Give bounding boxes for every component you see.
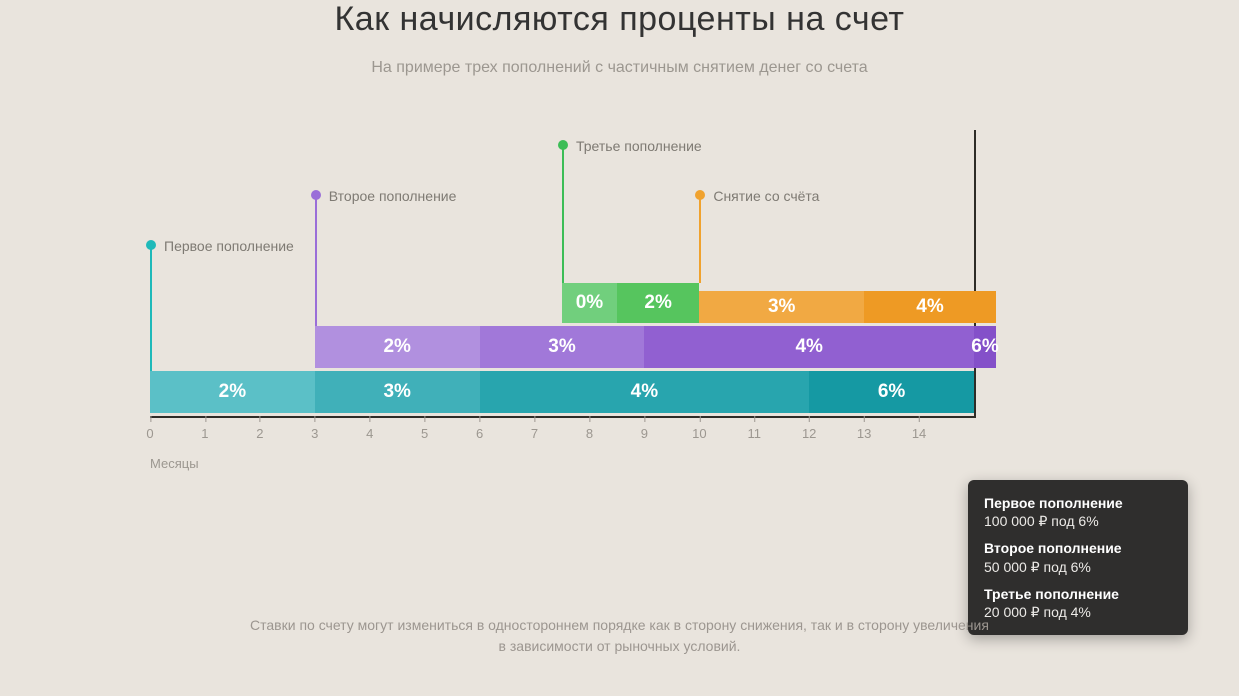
rate-segment: 3% (315, 371, 480, 413)
event-flag-label: Третье пополнение (576, 138, 702, 154)
event-flag-label: Первое пополнение (164, 238, 294, 254)
month-tick: 11 (748, 426, 762, 441)
tooltip-row-title: Первое пополнение (984, 494, 1170, 512)
page-subtitle: На примере трех пополнений с частичным с… (0, 59, 1239, 77)
tooltip-row-value: 50 000 ₽ под 6% (984, 558, 1170, 576)
month-tick: 1 (201, 426, 208, 441)
month-tick: 2 (256, 426, 263, 441)
chart-row-deposit-2: 2%3%4%6% (150, 326, 974, 368)
chart-axis-label: Месяцы (150, 456, 199, 471)
tooltip-row: Второе пополнение50 000 ₽ под 6% (984, 539, 1170, 575)
month-tick: 14 (912, 426, 926, 441)
tooltip-row-value: 100 000 ₽ под 6% (984, 512, 1170, 530)
month-tick: 6 (476, 426, 483, 441)
chart-row-withdraw: 3%4% (150, 283, 974, 323)
chart-tooltip: Первое пополнение100 000 ₽ под 6% Второе … (968, 480, 1188, 635)
month-tick: 13 (857, 426, 871, 441)
rate-segment: 4% (480, 371, 810, 413)
rate-segment: 3% (699, 291, 864, 323)
chart-baseline (150, 416, 976, 418)
tooltip-row-title: Второе пополнение (984, 539, 1170, 557)
flag-dot-icon (558, 140, 568, 150)
month-tick: 0 (146, 426, 153, 441)
flag-dot-icon (311, 190, 321, 200)
month-tick: 10 (692, 426, 706, 441)
chart-right-border (974, 130, 976, 418)
interest-chart: 01234567891011121314 Месяцы 2%3%4%6% 2%3… (150, 130, 974, 450)
rate-segment: 6% (974, 326, 996, 368)
disclaimer-line-1: Ставки по счету могут измениться в однос… (250, 617, 989, 633)
month-tick: 5 (421, 426, 428, 441)
rate-segment: 4% (864, 291, 996, 323)
page-title: Как начисляются проценты на счет (0, 0, 1239, 39)
rate-segment: 6% (809, 371, 974, 413)
tooltip-row-title: Третье пополнение (984, 585, 1170, 603)
disclaimer: Ставки по счету могут измениться в однос… (0, 615, 1239, 657)
tooltip-row: Первое пополнение100 000 ₽ под 6% (984, 494, 1170, 530)
rate-segment: 2% (315, 326, 480, 368)
month-tick: 4 (366, 426, 373, 441)
month-tick: 3 (311, 426, 318, 441)
event-flag-label: Второе пополнение (329, 188, 457, 204)
rate-segment: 3% (480, 326, 645, 368)
flag-dot-icon (695, 190, 705, 200)
rate-segment: 4% (644, 326, 974, 368)
flag-dot-icon (146, 240, 156, 250)
month-tick: 9 (641, 426, 648, 441)
disclaimer-line-2: в зависимости от рыночных условий. (499, 638, 741, 654)
chart-row-deposit-1: 2%3%4%6% (150, 371, 974, 413)
event-flag-label: Снятие со счёта (713, 188, 819, 204)
month-tick: 7 (531, 426, 538, 441)
month-tick: 8 (586, 426, 593, 441)
rate-segment: 2% (150, 371, 315, 413)
month-tick: 12 (802, 426, 816, 441)
